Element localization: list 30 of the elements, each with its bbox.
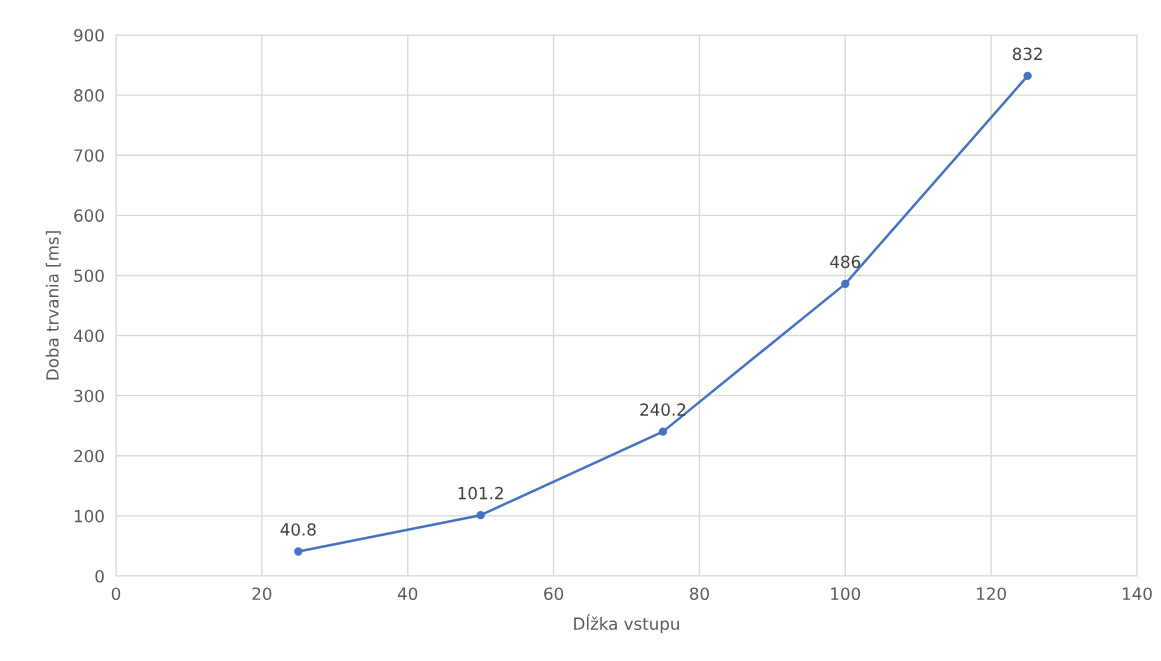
x-tick-label: 0 xyxy=(111,587,121,601)
point xyxy=(841,279,850,289)
x-tick-label: 40 xyxy=(397,587,418,601)
y-tick-label: 600 xyxy=(74,209,104,222)
x-tick-label: 60 xyxy=(544,587,564,601)
y-tick-label: 900 xyxy=(74,28,104,42)
x-tick-label: 100 xyxy=(831,587,861,601)
x-tick-label: 120 xyxy=(977,587,1006,601)
point xyxy=(1023,71,1032,81)
data-label: 240.2 xyxy=(640,403,686,416)
data-label: 40.8 xyxy=(280,523,316,536)
data-label: 832 xyxy=(1012,47,1042,61)
data-label: 486 xyxy=(830,255,861,269)
x-tick-label: 140 xyxy=(1122,587,1152,601)
y-tick-label: 400 xyxy=(73,329,104,343)
point xyxy=(476,511,485,520)
y-tick-label: 100 xyxy=(74,509,104,523)
x-tick-label: 80 xyxy=(689,587,709,601)
y-axis-title: Doba trvania [ms] xyxy=(45,231,61,380)
x-tick-label: 20 xyxy=(252,587,272,601)
y-tick-label: 700 xyxy=(74,149,104,162)
point xyxy=(658,427,668,436)
point xyxy=(294,547,303,556)
y-tick-label: 500 xyxy=(74,269,104,283)
data-label: 101.2 xyxy=(458,486,503,500)
y-tick-label: 0 xyxy=(95,569,104,583)
y-tick-label: 300 xyxy=(74,389,104,403)
y-tick-label: 200 xyxy=(74,449,104,463)
x-axis-title: Dĺžka vstupu xyxy=(574,614,679,634)
y-tick-label: 800 xyxy=(74,89,104,102)
